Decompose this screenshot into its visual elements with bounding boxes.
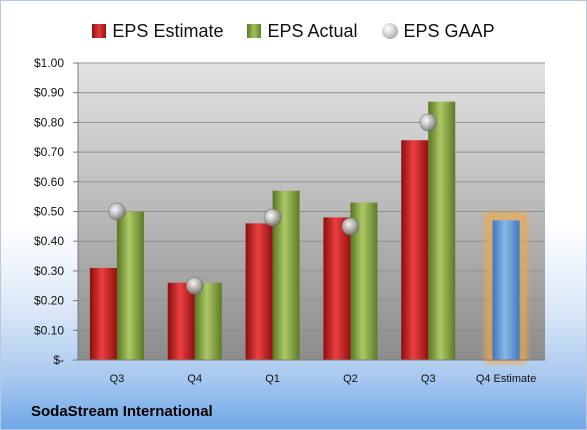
company-name: SodaStream International	[31, 403, 213, 420]
point-eps-gaap	[185, 276, 204, 295]
legend-item-eps-estimate: EPS Estimate	[92, 21, 223, 42]
x-tick-label: Q4	[187, 373, 202, 385]
point-eps-gaap	[341, 217, 360, 236]
x-tick-label: Q3	[421, 373, 436, 385]
y-tick-label: $0.30	[34, 264, 64, 278]
y-tick-label: $0.90	[34, 86, 64, 100]
legend-swatch-eps-gaap	[381, 23, 398, 39]
legend-label-eps-gaap: EPS GAAP	[403, 20, 495, 41]
bar-eps-estimate	[167, 282, 195, 360]
legend-item-eps-actual: EPS Actual	[247, 20, 358, 42]
bar-q4-estimate	[492, 220, 520, 360]
bar-eps-estimate	[89, 267, 117, 360]
y-tick-label: $0.60	[34, 175, 64, 189]
legend-item-eps-gaap: EPS GAAP	[381, 20, 495, 42]
bar-eps-actual	[194, 282, 222, 360]
legend-label-eps-actual: EPS Actual	[267, 20, 358, 41]
x-tick-label: Q4 Estimate	[476, 373, 537, 385]
point-eps-gaap	[108, 202, 126, 221]
x-tick-label: Q3	[110, 373, 125, 385]
y-tick-label: $0.40	[34, 234, 64, 248]
x-tick-label: Q2	[343, 373, 358, 385]
y-tick-label: $0.50	[34, 205, 64, 219]
bar-eps-estimate	[401, 140, 429, 360]
bar-eps-actual	[428, 101, 456, 361]
point-eps-gaap	[263, 208, 282, 227]
legend-swatch-eps-actual	[247, 24, 262, 38]
point-eps-gaap	[419, 113, 438, 132]
legend-swatch-eps-estimate	[92, 24, 107, 38]
x-tick-label: Q1	[265, 373, 280, 385]
y-tick-label: $0.20	[34, 294, 64, 308]
y-tick-label: $0.10	[34, 323, 64, 337]
bar-eps-actual	[116, 211, 144, 360]
y-tick-label: $0.70	[34, 145, 64, 159]
bar-eps-estimate	[323, 217, 351, 360]
y-tick-label: $1.00	[34, 56, 64, 70]
bar-eps-estimate	[245, 223, 273, 360]
y-tick-label: $-	[53, 353, 64, 367]
legend-label-eps-estimate: EPS Estimate	[112, 20, 224, 41]
y-tick-label: $0.80	[34, 115, 64, 129]
legend: EPS Estimate EPS Actual EPS GAAP	[1, 17, 586, 45]
